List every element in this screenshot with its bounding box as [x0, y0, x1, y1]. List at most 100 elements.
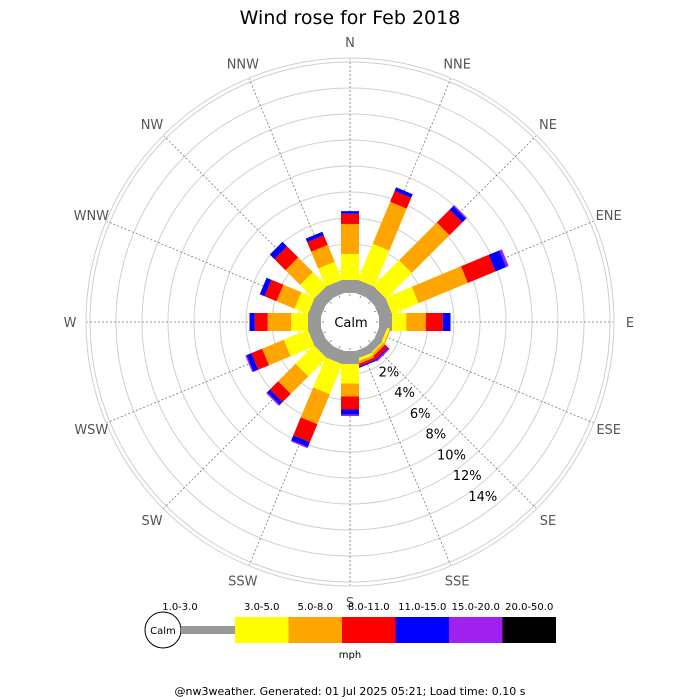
bar-w-8.0-11.0 — [254, 313, 268, 331]
bar-ne-15.0-20.0 — [453, 205, 467, 219]
bar-e-11.0-15.0 — [442, 313, 451, 331]
bar-s-15.0-20.0 — [341, 414, 359, 416]
bar-ene-15.0-20.0 — [499, 249, 509, 267]
grid-ring-outer — [85, 57, 615, 587]
direction-spokes — [87, 59, 613, 585]
bar-nnw-11.0-15.0 — [305, 231, 324, 243]
calm-center: Calm — [324, 296, 376, 348]
bar-wnw-5.0-8.0 — [276, 284, 302, 309]
bar-ese-3.0-5.0 — [380, 327, 390, 346]
bar-w-5.0-8.0 — [267, 313, 292, 331]
bar-sse-3.0-5.0 — [355, 352, 374, 362]
bar-e-8.0-11.0 — [425, 313, 443, 331]
bar-n-8.0-11.0 — [341, 213, 359, 225]
radial-tick-label: 6% — [410, 407, 431, 422]
legend-label: 8.0-11.0 — [348, 602, 390, 613]
direction-label-ssw: SSW — [228, 575, 258, 590]
spoke-ene — [373, 220, 594, 313]
calm-circle — [324, 296, 376, 348]
footer-text: @nw3weather. Generated: 01 Jul 2025 05:2… — [175, 685, 526, 698]
legend-label: 5.0-8.0 — [298, 602, 333, 613]
legend-label: 3.0-5.0 — [244, 602, 279, 613]
direction-label-ene: ENE — [596, 209, 622, 224]
spoke-ne — [368, 135, 537, 304]
direction-label-nne: NNE — [443, 57, 471, 72]
direction-label-wsw: WSW — [74, 423, 108, 438]
bar-n-3.0-5.0 — [341, 254, 359, 280]
spoke-sw — [163, 340, 332, 509]
spoke-wsw — [106, 331, 327, 424]
bar-sse-8.0-11.0 — [357, 357, 376, 367]
spoke-sse — [359, 345, 452, 566]
bar-ese-5.0-8.0 — [383, 328, 391, 346]
bar-sw-15.0-20.0 — [266, 392, 280, 406]
legend-label: 1.0-3.0 — [162, 602, 197, 613]
bar-ssw-11.0-15.0 — [291, 435, 310, 448]
direction-label-nnw: NNW — [227, 57, 259, 72]
legend-swatch-11.0-15.0 — [395, 617, 449, 643]
direction-labels: N NNE NE ENE E ESE SE SSE S SSW SW WSW W WNW NW NNW — [64, 36, 635, 611]
radial-tick-label: 12% — [453, 469, 482, 484]
bar-nnw-1.0-3.0 — [325, 279, 348, 299]
direction-label-sse: SSE — [445, 575, 470, 590]
bar-ne-5.0-8.0 — [399, 222, 450, 273]
direction-label-w: W — [64, 316, 77, 331]
bar-se-15.0-20.0 — [376, 348, 390, 362]
bar-ene-8.0-11.0 — [461, 254, 496, 283]
spoke-nw — [163, 135, 332, 304]
radial-tick-label: 4% — [394, 386, 415, 401]
bar-w-11.0-15.0 — [249, 313, 255, 331]
bar-wsw-3.0-5.0 — [283, 329, 315, 357]
speed-legend: Calm 1.0-3.0 3.0-5.0 5.0-8.0 8.0-11.0 11.0-1… — [144, 602, 556, 649]
bar-nne-11.0-15.0 — [394, 187, 413, 198]
direction-label-s: S — [346, 596, 354, 611]
legend-swatch-1.0-3.0 — [181, 626, 235, 634]
bar-se-3.0-5.0 — [369, 341, 384, 356]
direction-label-se: SE — [540, 514, 556, 529]
direction-label-ese: ESE — [596, 423, 621, 438]
bar-wnw-8.0-11.0 — [264, 279, 284, 302]
bar-ne-3.0-5.0 — [373, 260, 412, 299]
legend-swatch-3.0-5.0 — [235, 617, 289, 643]
bar-sse-5.0-8.0 — [356, 355, 375, 365]
direction-label-wnw: WNW — [74, 209, 110, 224]
bar-se-8.0-11.0 — [372, 344, 388, 360]
legend-unit: mph — [339, 650, 361, 661]
bar-wnw-3.0-5.0 — [294, 292, 315, 315]
bar-sw-11.0-15.0 — [267, 389, 283, 405]
bar-nnw-5.0-8.0 — [311, 244, 335, 269]
bar-s-11.0-15.0 — [341, 409, 359, 415]
spoke-nnw — [248, 78, 341, 299]
bar-s-8.0-11.0 — [341, 396, 359, 410]
bar-nw-11.0-15.0 — [269, 241, 288, 260]
bar-n-5.0-8.0 — [341, 224, 359, 254]
bar-ssw-15.0-20.0 — [290, 440, 308, 449]
radial-tick-label: 2% — [379, 365, 400, 380]
bar-ssw-8.0-11.0 — [293, 417, 318, 443]
legend-label: 11.0-15.0 — [398, 602, 446, 613]
bar-nw-8.0-11.0 — [274, 246, 299, 271]
bar-wsw-5.0-8.0 — [262, 339, 291, 366]
legend-swatch-20.0-50.0 — [502, 617, 556, 643]
bar-wnw-11.0-15.0 — [259, 277, 272, 297]
legend-swatch-5.0-8.0 — [288, 617, 342, 643]
direction-label-n: N — [345, 36, 355, 51]
bar-nne-3.0-5.0 — [357, 243, 390, 287]
bar-w-3.0-5.0 — [291, 313, 308, 331]
bar-e-3.0-5.0 — [392, 313, 407, 331]
radial-tick-labels: 2% 4% 6% 8% 10% 12% 14% — [379, 365, 498, 505]
chart-title: Wind rose for Feb 2018 — [240, 7, 461, 29]
direction-label-e: E — [626, 316, 634, 331]
radial-tick-label: 8% — [426, 428, 447, 443]
legend-swatch-15.0-20.0 — [449, 617, 503, 643]
bar-se-5.0-8.0 — [370, 342, 386, 358]
bar-ssw-5.0-8.0 — [300, 387, 330, 425]
bar-s-5.0-8.0 — [341, 383, 359, 397]
bar-nnw-3.0-5.0 — [318, 261, 343, 287]
bar-wsw-15.0-20.0 — [245, 355, 254, 373]
bar-ene-5.0-8.0 — [411, 266, 468, 304]
bar-nw-3.0-5.0 — [300, 272, 327, 299]
legend-swatch-8.0-11.0 — [342, 617, 396, 643]
calm-label: Calm — [334, 316, 367, 331]
